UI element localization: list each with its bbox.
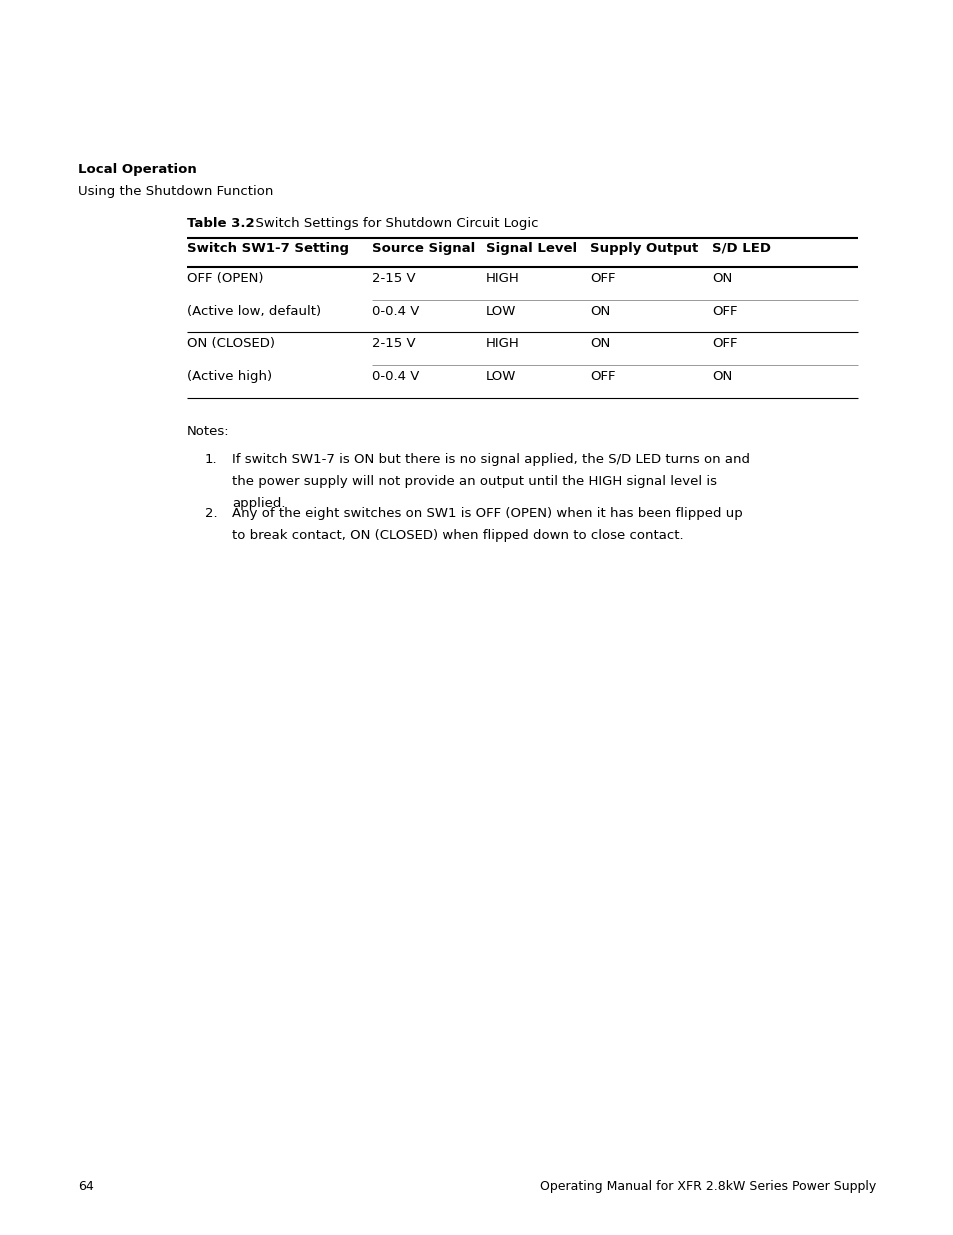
Text: OFF: OFF xyxy=(589,272,615,285)
Text: ON: ON xyxy=(589,305,610,317)
Text: 2-15 V: 2-15 V xyxy=(372,272,416,285)
Text: Switch SW1-7 Setting: Switch SW1-7 Setting xyxy=(187,242,349,254)
Text: 64: 64 xyxy=(78,1179,93,1193)
Text: OFF (OPEN): OFF (OPEN) xyxy=(187,272,263,285)
Text: HIGH: HIGH xyxy=(485,337,519,350)
Text: ON (CLOSED): ON (CLOSED) xyxy=(187,337,274,350)
Text: 2.: 2. xyxy=(205,508,217,520)
Text: Supply Output: Supply Output xyxy=(589,242,698,254)
Text: LOW: LOW xyxy=(485,370,516,383)
Text: 0-0.4 V: 0-0.4 V xyxy=(372,370,419,383)
Text: (Active high): (Active high) xyxy=(187,370,272,383)
Text: Any of the eight switches on SW1 is OFF (OPEN) when it has been flipped up: Any of the eight switches on SW1 is OFF … xyxy=(232,508,742,520)
Text: applied.: applied. xyxy=(232,496,285,510)
Text: Signal Level: Signal Level xyxy=(485,242,577,254)
Text: Operating Manual for XFR 2.8kW Series Power Supply: Operating Manual for XFR 2.8kW Series Po… xyxy=(539,1179,875,1193)
Text: OFF: OFF xyxy=(711,305,737,317)
Text: (Active low, default): (Active low, default) xyxy=(187,305,321,317)
Text: 0-0.4 V: 0-0.4 V xyxy=(372,305,419,317)
Text: Notes:: Notes: xyxy=(187,425,230,438)
Text: ON: ON xyxy=(589,337,610,350)
Text: Source Signal: Source Signal xyxy=(372,242,475,254)
Text: LOW: LOW xyxy=(485,305,516,317)
Text: Table 3.2: Table 3.2 xyxy=(187,217,254,230)
Text: OFF: OFF xyxy=(589,370,615,383)
Text: Using the Shutdown Function: Using the Shutdown Function xyxy=(78,185,274,198)
Text: ON: ON xyxy=(711,272,732,285)
Text: to break contact, ON (CLOSED) when flipped down to close contact.: to break contact, ON (CLOSED) when flipp… xyxy=(232,529,683,542)
Text: If switch SW1-7 is ON but there is no signal applied, the S/D LED turns on and: If switch SW1-7 is ON but there is no si… xyxy=(232,453,749,466)
Text: OFF: OFF xyxy=(711,337,737,350)
Text: S/D LED: S/D LED xyxy=(711,242,770,254)
Text: 1.: 1. xyxy=(205,453,217,466)
Text: ON: ON xyxy=(711,370,732,383)
Text: Local Operation: Local Operation xyxy=(78,163,196,177)
Text: Switch Settings for Shutdown Circuit Logic: Switch Settings for Shutdown Circuit Log… xyxy=(247,217,537,230)
Text: the power supply will not provide an output until the HIGH signal level is: the power supply will not provide an out… xyxy=(232,475,717,488)
Text: 2-15 V: 2-15 V xyxy=(372,337,416,350)
Text: HIGH: HIGH xyxy=(485,272,519,285)
